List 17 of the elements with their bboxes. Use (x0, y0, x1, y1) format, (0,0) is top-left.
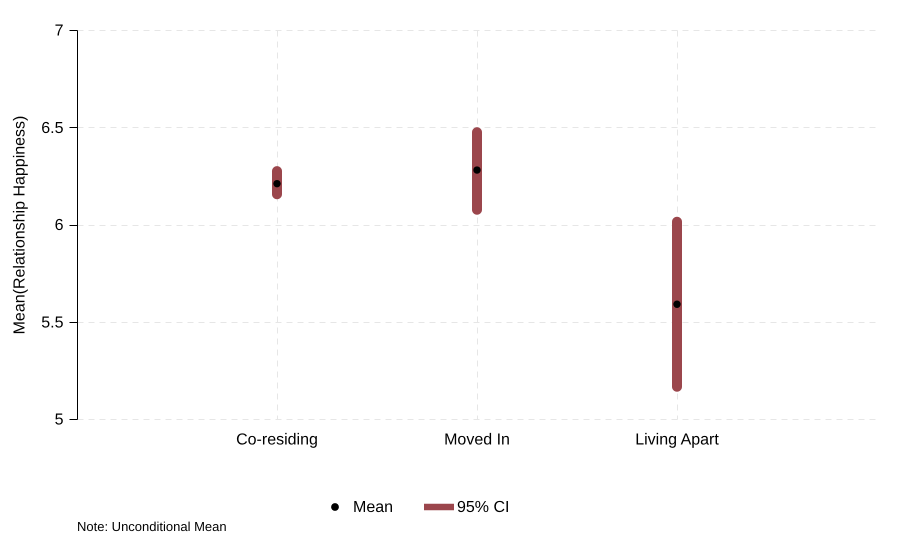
legend-label: 95% CI (457, 499, 510, 516)
point (273, 180, 281, 188)
legend-label: Mean (353, 499, 394, 516)
point (473, 166, 481, 174)
x-tick-label: Co-residing (236, 432, 318, 448)
y-tick-label: 7 (54, 22, 64, 40)
y-tick-label: 6.5 (41, 120, 64, 137)
bar (672, 216, 682, 392)
y-tick-label: 6 (54, 217, 64, 234)
bar (472, 127, 482, 215)
point (673, 300, 681, 308)
text: Note: Unconditional Mean (77, 519, 227, 534)
x-tick-label: Moved In (444, 432, 510, 448)
x-tick-label: Living Apart (635, 432, 720, 448)
y-tick-label: 5 (54, 412, 64, 428)
y-tick-label: 5.5 (41, 314, 64, 332)
y-axis-title: Mean(Relationship Happiness) (11, 116, 28, 334)
